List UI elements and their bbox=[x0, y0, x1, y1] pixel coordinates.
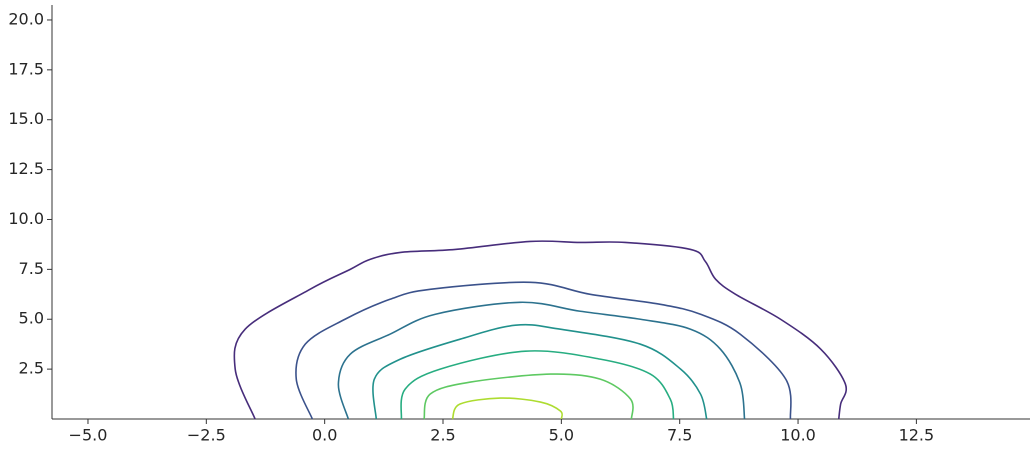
y-tick-label: 5.0 bbox=[19, 309, 44, 328]
y-tick-label: 17.5 bbox=[8, 59, 44, 78]
contour-line bbox=[295, 281, 792, 420]
y-tick-label: 12.5 bbox=[8, 159, 44, 178]
x-tick-label: −5.0 bbox=[69, 426, 108, 445]
contour-line bbox=[400, 350, 675, 420]
x-tick-label: 0.0 bbox=[312, 426, 337, 445]
x-tick-label: 10.0 bbox=[780, 426, 816, 445]
contour-line bbox=[372, 323, 708, 420]
contour-line bbox=[337, 301, 746, 420]
x-tick-label: 7.5 bbox=[667, 426, 692, 445]
contour-line bbox=[233, 240, 847, 420]
x-tick-label: 5.0 bbox=[549, 426, 574, 445]
contour-line bbox=[451, 397, 563, 420]
x-tick-label: −2.5 bbox=[187, 426, 226, 445]
y-tick-label: 2.5 bbox=[19, 359, 44, 378]
y-tick-label: 10.0 bbox=[8, 209, 44, 228]
y-tick-label: 15.0 bbox=[8, 109, 44, 128]
contour-line bbox=[423, 373, 634, 420]
x-tick-label: 12.5 bbox=[899, 426, 935, 445]
y-tick-label: 20.0 bbox=[8, 9, 44, 28]
y-tick-label: 7.5 bbox=[19, 259, 44, 278]
x-tick-label: 2.5 bbox=[430, 426, 455, 445]
